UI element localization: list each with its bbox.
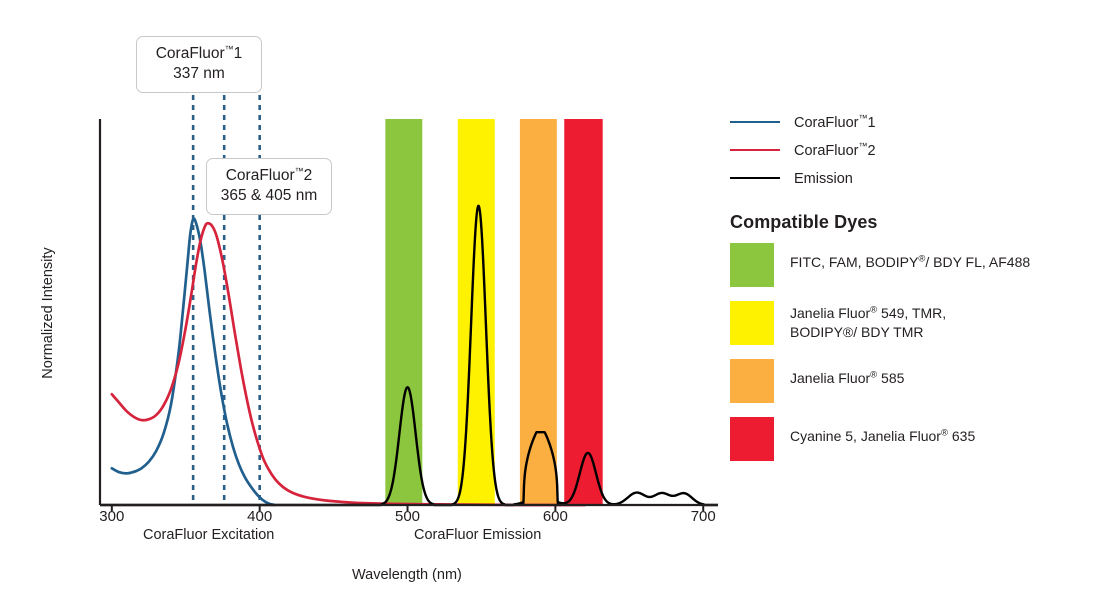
callout-corafluor1-line2: 337 nm — [173, 64, 225, 82]
dye-label-tail: 585 — [877, 369, 905, 386]
dye-label-line1: Cyanine 5, Janelia Fluor® 635 — [790, 427, 976, 444]
dye-label-line1: Janelia Fluor® 549, TMR, — [790, 304, 947, 321]
callout-corafluor2: CoraFluor™2 365 & 405 nm — [206, 158, 332, 215]
compatible-dyes-title: Compatible Dyes — [730, 212, 878, 232]
dye-color-swatch — [730, 301, 774, 345]
dye-label-tail: 635 — [947, 427, 976, 444]
dye-label-tail: 549, TMR, — [877, 304, 947, 321]
legend-label: Emission — [794, 169, 853, 187]
x-axis-title: Wavelength (nm) — [352, 567, 462, 583]
dye-label: Janelia Fluor® 585 — [790, 359, 904, 388]
x-tick-label: 300 — [99, 508, 125, 525]
legend-label: CoraFluor™1 — [794, 113, 876, 131]
legend-line-swatch — [730, 177, 780, 179]
dye-label-main: FITC, FAM, BODIPY — [790, 253, 919, 270]
trademark-mark: ™ — [858, 141, 868, 152]
x-tick-label: 700 — [690, 508, 716, 525]
legend-label-main: CoraFluor — [794, 114, 859, 131]
dye-label: Janelia Fluor® 549, TMR, BODIPY®/ BDY TMR — [790, 301, 946, 342]
legend-item: CoraFluor™1 — [730, 108, 1100, 136]
dye-item: Janelia Fluor® 549, TMR, BODIPY®/ BDY TMR — [730, 301, 1100, 345]
dye-label-line2: BODIPY®/ BDY TMR — [790, 323, 924, 340]
legend-item: Emission — [730, 164, 1100, 192]
excitation-region-label: CoraFluor Excitation — [143, 527, 275, 543]
registered-mark: ® — [918, 253, 926, 264]
x-tick-label: 500 — [395, 508, 421, 525]
callout-corafluor2-line2: 365 & 405 nm — [220, 186, 318, 204]
callout-corafluor2-line1: CoraFluor™2 — [225, 166, 313, 185]
registered-mark: ® — [940, 427, 948, 438]
legend-label: CoraFluor™2 — [794, 141, 876, 159]
callout-corafluor1-line1: CoraFluor™1 — [155, 44, 243, 63]
dye-label-line1: FITC, FAM, BODIPY®/ BDY FL, AF488 — [790, 253, 1031, 270]
dye-item: Janelia Fluor® 585 — [730, 359, 1100, 403]
trademark-mark: ™ — [858, 113, 868, 124]
legend-line-swatch — [730, 121, 780, 123]
legend-line-swatch — [730, 149, 780, 151]
series-legend: CoraFluor™1 CoraFluor™2 Emission — [730, 108, 1100, 192]
dye-label: Cyanine 5, Janelia Fluor® 635 — [790, 417, 975, 446]
dye-item: Cyanine 5, Janelia Fluor® 635 — [730, 417, 1100, 461]
dye-color-swatch — [730, 243, 774, 287]
legend-label-main: CoraFluor — [794, 142, 859, 159]
dye-label-main: Janelia Fluor — [790, 304, 871, 321]
dye-item: FITC, FAM, BODIPY®/ BDY FL, AF488 — [730, 243, 1100, 287]
dye-label-main: Cyanine 5, Janelia Fluor — [790, 427, 941, 444]
emission-region-label: CoraFluor Emission — [414, 527, 542, 543]
x-tick-label: 400 — [247, 508, 273, 525]
legend-label-main: Emission — [794, 170, 853, 187]
dye-color-swatch — [730, 359, 774, 403]
registered-mark: ® — [870, 304, 878, 315]
legend-label-tail: 2 — [867, 142, 876, 159]
y-axis-title: Normalized Intensity — [40, 247, 56, 379]
legend-item: CoraFluor™2 — [730, 136, 1100, 164]
dye-label-tail: / BDY FL, AF488 — [925, 253, 1031, 270]
dye-label-line1: Janelia Fluor® 585 — [790, 369, 905, 386]
compatible-dyes-list: FITC, FAM, BODIPY®/ BDY FL, AF488 Janelia… — [730, 243, 1100, 461]
right-panel: CoraFluor™1 CoraFluor™2 Emission Compatibl… — [730, 108, 1100, 475]
emission-band — [457, 119, 495, 505]
registered-mark: ® — [870, 369, 878, 380]
excitation-curve — [110, 217, 276, 507]
legend-label-tail: 1 — [867, 114, 876, 131]
dye-label-main: Janelia Fluor — [790, 369, 871, 386]
dye-color-swatch — [730, 417, 774, 461]
emission-band — [564, 119, 603, 505]
callout-corafluor1: CoraFluor™1 337 nm — [136, 36, 262, 93]
x-tick-label: 600 — [542, 508, 568, 525]
emission-band — [519, 119, 557, 505]
excitation-curve — [110, 221, 587, 507]
dye-label: FITC, FAM, BODIPY®/ BDY FL, AF488 — [790, 243, 1030, 272]
